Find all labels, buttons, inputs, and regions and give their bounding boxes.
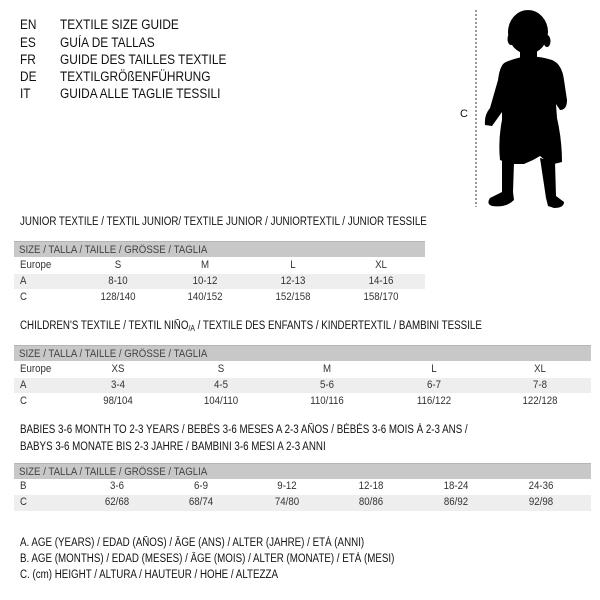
lang-title-fr: GUIDE DES TAILLES TEXTILE <box>60 52 227 67</box>
cell: 158/170 <box>363 291 399 303</box>
cell: 80/86 <box>358 496 384 508</box>
legend-b: B. AGE (MONTHS) / EDAD (MESES) / ÂGE (MO… <box>20 553 395 565</box>
junior-header-label: SIZE / TALLA / TAILLE / GRÖSSE / TAGLIA <box>19 244 208 256</box>
child-silhouette-icon <box>475 10 567 208</box>
row-label: B <box>20 480 27 492</box>
cell: 12-18 <box>358 480 384 492</box>
cell: XL <box>534 363 546 375</box>
table-row: C 98/104 104/110 110/116 116/122 122/128 <box>14 394 591 409</box>
cell: 62/68 <box>104 496 130 508</box>
cell: 3-4 <box>111 379 125 391</box>
lang-code-fr: FR <box>20 52 36 67</box>
lang-code-en: EN <box>20 17 37 32</box>
babies-table-header: SIZE / TALLA / TAILLE / GRÖSSE / TAGLIA <box>14 463 591 479</box>
cell: M <box>200 259 210 271</box>
lang-code-es: ES <box>20 35 36 50</box>
row-label: Europe <box>20 259 52 271</box>
cell: XS <box>111 363 125 375</box>
cell: 10-12 <box>192 275 218 287</box>
lang-title-en: TEXTILE SIZE GUIDE <box>60 17 179 32</box>
cell: 12-13 <box>280 275 306 287</box>
lang-title-es: GUÍA DE TALLAS <box>60 35 155 50</box>
cell: 5-6 <box>320 379 334 391</box>
cell: 86/92 <box>443 496 469 508</box>
table-row: C 62/68 68/74 74/80 80/86 86/92 92/98 <box>14 495 591 511</box>
cell: XL <box>375 259 387 271</box>
table-row: A 8-10 10-12 12-13 14-16 <box>14 274 425 289</box>
row-label: C <box>20 496 27 508</box>
cell: L <box>290 259 296 271</box>
row-label: A <box>20 275 27 287</box>
legend-c: C. (cm) HEIGHT / ALTURA / HAUTEUR / HÖHE… <box>20 569 278 581</box>
cell: 9-12 <box>277 480 297 492</box>
children-title-sub: /A <box>188 324 195 333</box>
cell: 128/140 <box>100 291 136 303</box>
lang-title-de: TEXTILGRÖßENFÜHRUNG <box>60 69 211 84</box>
cell: S <box>217 363 225 375</box>
cell: 14-16 <box>368 275 394 287</box>
row-label: Europe <box>20 363 52 375</box>
cell: 4-5 <box>214 379 228 391</box>
children-title: CHILDREN'S TEXTILE / TEXTIL NIÑO/A / TEX… <box>20 320 482 333</box>
cell: 6-9 <box>194 480 208 492</box>
cell: 6-7 <box>427 379 441 391</box>
cell: 116/122 <box>416 395 452 407</box>
children-title-rest: / TEXTILE DES ENFANTS / KINDERTEXTIL / B… <box>194 320 482 332</box>
cell: 104/110 <box>203 395 239 407</box>
table-row: A 3-4 4-5 5-6 6-7 7-8 <box>14 378 591 393</box>
table-row: B 3-6 6-9 9-12 12-18 18-24 24-36 <box>14 479 591 494</box>
row-label: C <box>20 395 27 407</box>
cell: 24-36 <box>528 480 554 492</box>
legend-a: A. AGE (YEARS) / EDAD (AÑOS) / ÂGE (ANS)… <box>20 537 365 549</box>
lang-code-it: IT <box>20 86 31 101</box>
children-header-label: SIZE / TALLA / TAILLE / GRÖSSE / TAGLIA <box>19 348 208 360</box>
table-row: C 128/140 140/152 152/158 158/170 <box>14 290 425 305</box>
children-title-main: CHILDREN'S TEXTILE / TEXTIL NIÑO <box>20 320 189 332</box>
children-table-header: SIZE / TALLA / TAILLE / GRÖSSE / TAGLIA <box>14 345 591 361</box>
cell: 18-24 <box>443 480 469 492</box>
cell: 3-6 <box>110 480 124 492</box>
cell: 140/152 <box>187 291 223 303</box>
cell: 152/158 <box>275 291 311 303</box>
cell: 98/104 <box>103 395 133 407</box>
lang-title-it: GUIDA ALLE TAGLIE TESSILI <box>60 86 221 101</box>
measure-label: C <box>460 108 468 120</box>
cell: S <box>114 259 122 271</box>
babies-header-label: SIZE / TALLA / TAILLE / GRÖSSE / TAGLIA <box>19 466 208 478</box>
junior-title: JUNIOR TEXTILE / TEXTIL JUNIOR/ TEXTILE … <box>20 216 427 228</box>
cell: 68/74 <box>188 496 214 508</box>
cell: 92/98 <box>528 496 554 508</box>
row-label: A <box>20 379 27 391</box>
cell: 7-8 <box>533 379 547 391</box>
row-label: C <box>20 291 27 303</box>
babies-title-line1: BABIES 3-6 MONTH TO 2-3 YEARS / BEBÉS 3-… <box>20 424 468 436</box>
cell: M <box>322 363 332 375</box>
lang-code-de: DE <box>20 69 37 84</box>
cell: 74/80 <box>274 496 300 508</box>
cell: 122/128 <box>522 395 558 407</box>
cell: 110/116 <box>310 395 344 407</box>
table-row: Europe S M L XL <box>14 258 425 273</box>
cell: L <box>431 363 437 375</box>
cell: 8-10 <box>108 275 128 287</box>
junior-table-header: SIZE / TALLA / TAILLE / GRÖSSE / TAGLIA <box>14 241 425 257</box>
table-row: Europe XS S M L XL <box>14 362 591 377</box>
babies-title-line2: BABYS 3-6 MONATE BIS 2-3 JAHRE / BAMBINI… <box>20 441 326 453</box>
